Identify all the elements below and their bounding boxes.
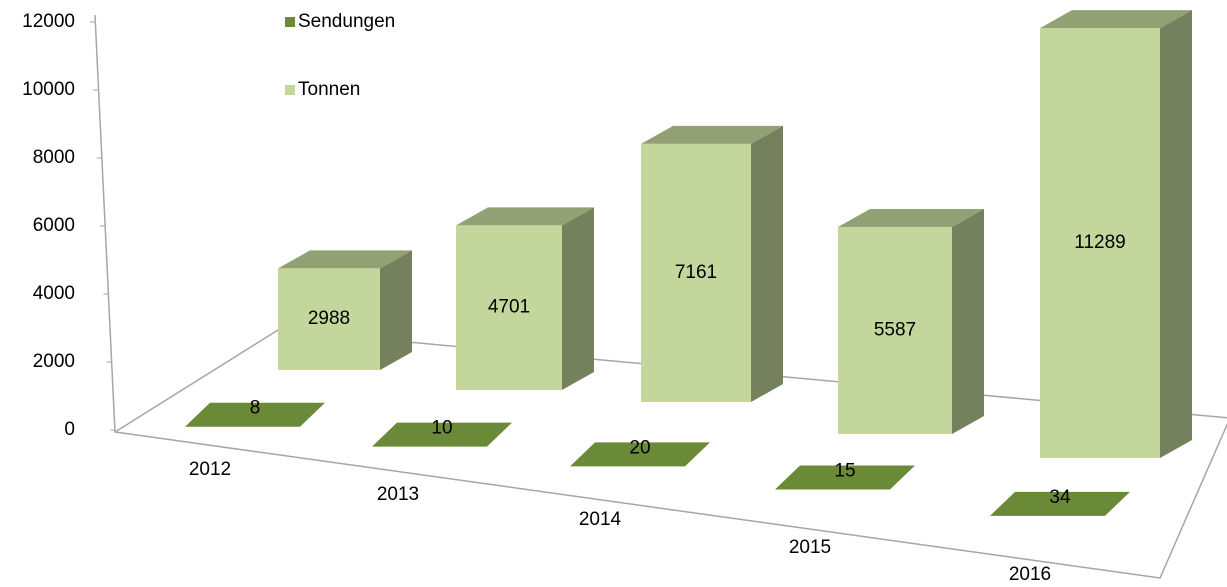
value-label: 2988 bbox=[308, 308, 350, 329]
bar-side bbox=[751, 125, 783, 403]
value-label: 8 bbox=[250, 398, 261, 419]
y-tick-label: 12000 bbox=[22, 11, 75, 32]
x-tick-label: 2012 bbox=[189, 459, 231, 480]
y-tick-label: 2000 bbox=[33, 351, 75, 372]
value-label: 5587 bbox=[874, 319, 916, 340]
axis-frame bbox=[94, 14, 1227, 579]
bar-top bbox=[456, 207, 594, 226]
legend-swatch bbox=[285, 85, 295, 95]
legend-label: Tonnen bbox=[298, 79, 360, 100]
value-label: 15 bbox=[834, 461, 855, 482]
bar bbox=[456, 225, 562, 390]
bar bbox=[372, 422, 512, 447]
bar-side bbox=[562, 207, 594, 390]
value-label: 4701 bbox=[488, 297, 530, 318]
y-tick-label: 8000 bbox=[33, 147, 75, 168]
value-label: 20 bbox=[629, 437, 650, 458]
value-label: 10 bbox=[431, 418, 452, 439]
bar bbox=[1040, 28, 1160, 459]
y-tick-label: 4000 bbox=[33, 283, 75, 304]
x-tick-label: 2015 bbox=[789, 537, 831, 558]
value-label: 11289 bbox=[1074, 232, 1125, 253]
value-label: 7161 bbox=[675, 262, 717, 283]
bar-top bbox=[1040, 10, 1192, 29]
bar bbox=[990, 491, 1130, 516]
bar bbox=[185, 402, 325, 427]
bar bbox=[838, 226, 952, 434]
bar bbox=[775, 465, 915, 490]
x-tick-label: 2014 bbox=[579, 509, 622, 530]
y-tick-label: 10000 bbox=[22, 79, 75, 100]
x-tick-label: 2016 bbox=[1009, 564, 1051, 582]
y-tick-label: 0 bbox=[64, 419, 75, 440]
bar bbox=[570, 442, 710, 467]
legend-label: Sendungen bbox=[298, 11, 395, 32]
bar bbox=[641, 143, 751, 403]
bar-top bbox=[838, 208, 984, 227]
value-label: 34 bbox=[1049, 487, 1071, 508]
bar-side bbox=[952, 208, 984, 434]
bar bbox=[278, 268, 380, 370]
bar-top bbox=[641, 125, 783, 144]
y-tick-label: 6000 bbox=[33, 215, 75, 236]
x-tick-label: 2013 bbox=[377, 484, 419, 505]
legend-swatch bbox=[285, 17, 295, 27]
bar-side bbox=[1160, 10, 1192, 459]
bar-side bbox=[380, 250, 412, 370]
bar-top bbox=[278, 250, 412, 269]
